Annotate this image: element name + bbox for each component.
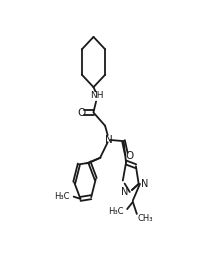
Text: NH: NH [91, 91, 104, 100]
Text: CH₃: CH₃ [137, 214, 153, 223]
Text: O: O [78, 108, 86, 117]
Text: N: N [140, 179, 148, 189]
Text: O: O [125, 151, 133, 161]
Text: H₃C: H₃C [108, 207, 123, 217]
Text: N: N [121, 187, 128, 197]
Text: N: N [105, 135, 113, 145]
Text: H₃C: H₃C [54, 192, 69, 201]
